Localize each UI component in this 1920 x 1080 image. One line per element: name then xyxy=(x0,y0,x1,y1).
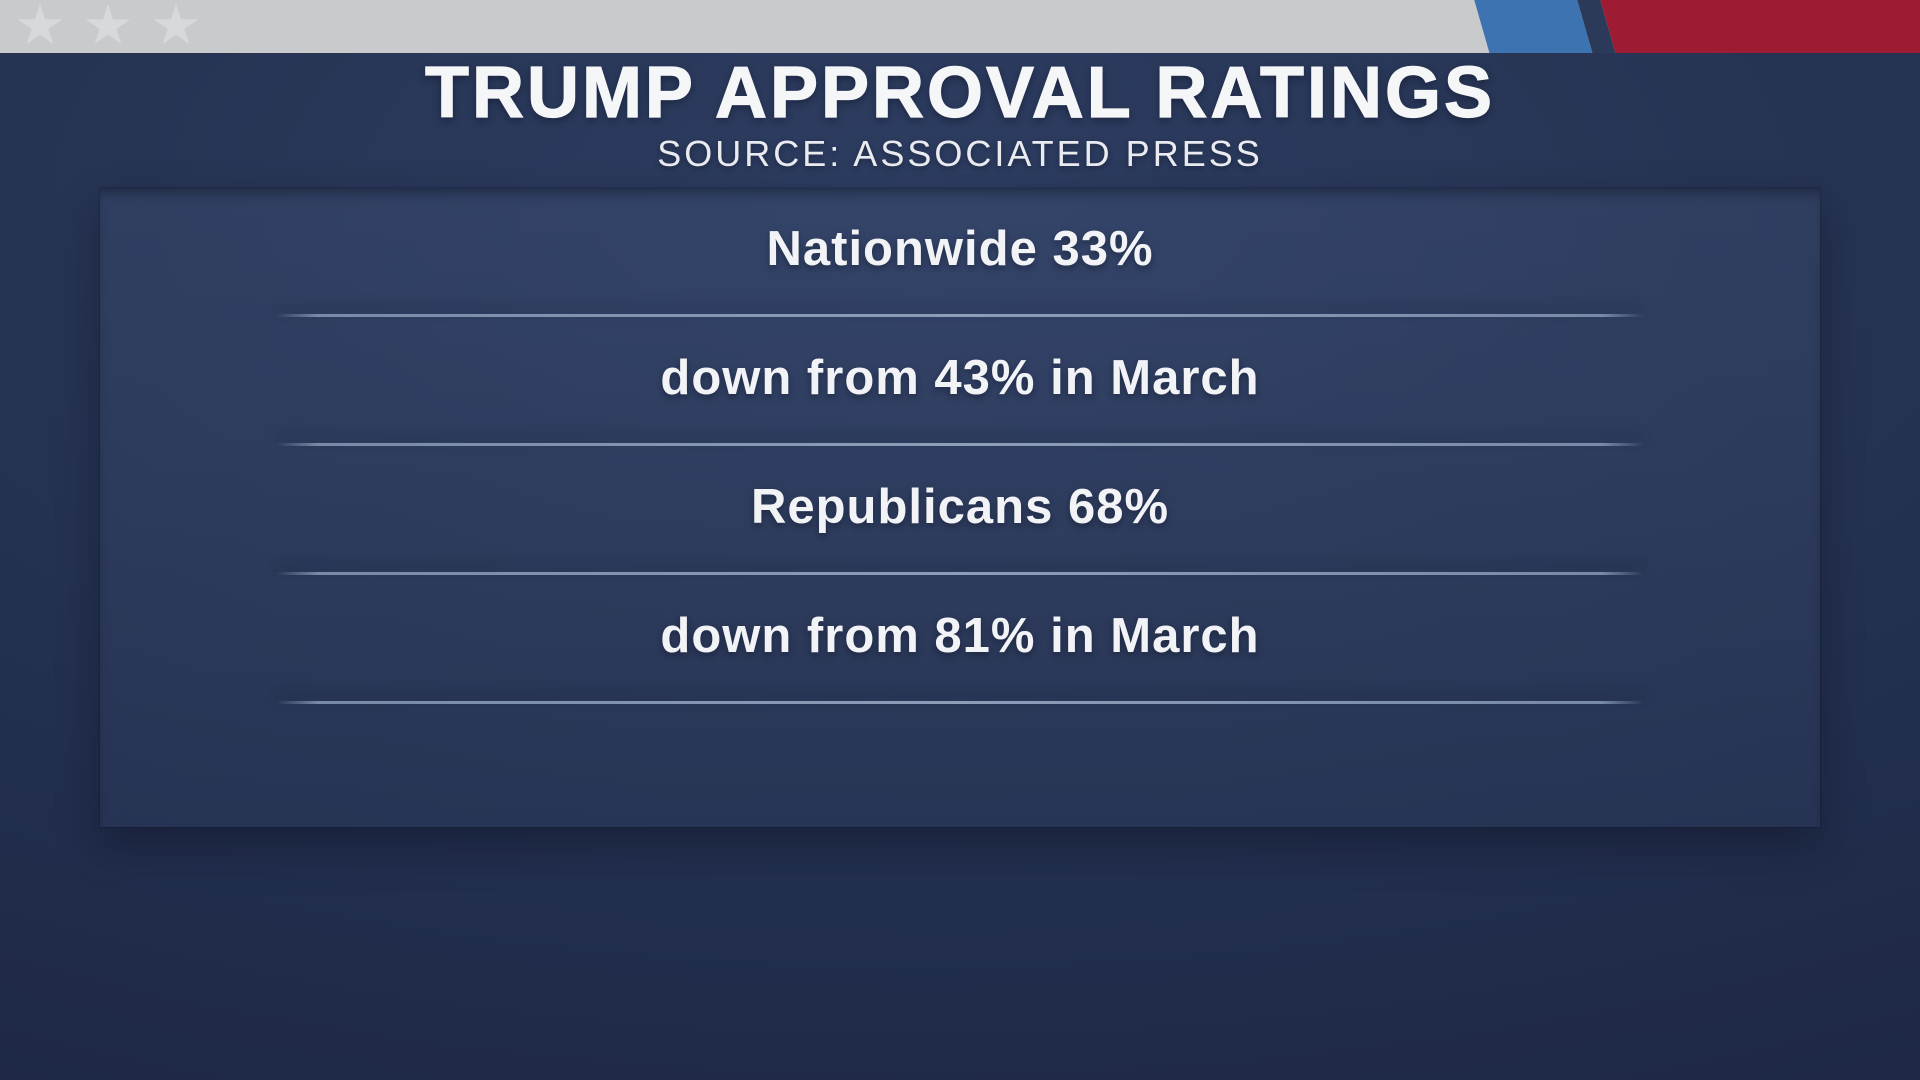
stat-row-republicans-change: down from 81% in March xyxy=(100,575,1820,704)
stats-panel: Nationwide 33% down from 43% in March Re… xyxy=(100,188,1820,827)
star-icon xyxy=(153,4,199,45)
red-diagonal-stripe xyxy=(1599,0,1920,53)
row-divider xyxy=(277,701,1643,704)
star-icon xyxy=(85,4,131,45)
stat-row-republicans: Republicans 68% xyxy=(100,446,1820,575)
row-divider xyxy=(277,572,1643,575)
stat-row-label: down from 43% in March xyxy=(660,350,1260,405)
stat-row-label: Republicans 68% xyxy=(750,479,1170,534)
row-divider xyxy=(277,314,1643,317)
star-icon xyxy=(17,4,63,45)
flag-top-bar xyxy=(0,0,1920,53)
stat-row-label: down from 81% in March xyxy=(660,608,1260,663)
stat-row-label: Nationwide 33% xyxy=(766,221,1154,276)
blue-diagonal-stripe xyxy=(1473,0,1594,53)
stat-row-nationwide-change: down from 43% in March xyxy=(100,317,1820,446)
row-divider xyxy=(277,443,1643,446)
source-line: SOURCE: ASSOCIATED PRESS xyxy=(657,133,1263,174)
page-title: TRUMP APPROVAL RATINGS xyxy=(424,53,1496,133)
headline-block: TRUMP APPROVAL RATINGS SOURCE: ASSOCIATE… xyxy=(0,53,1920,174)
stat-row-nationwide: Nationwide 33% xyxy=(100,188,1820,317)
